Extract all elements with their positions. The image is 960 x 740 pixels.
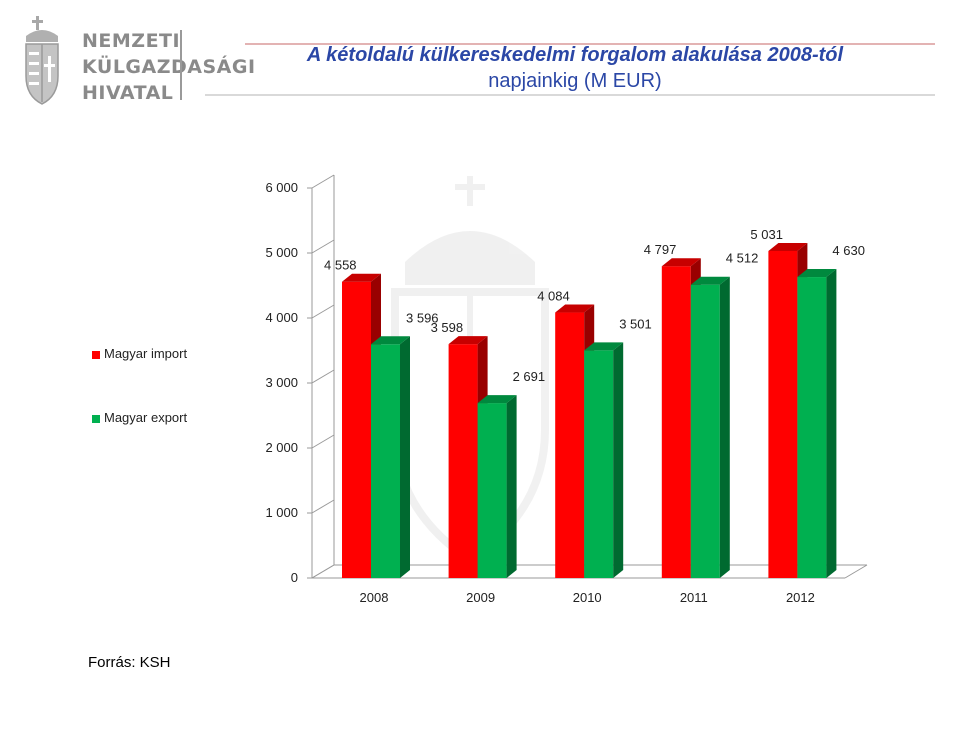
bar-export-2009: [477, 403, 507, 578]
logo-divider: [180, 30, 182, 100]
bar-top-import-2011: [661, 258, 701, 267]
legend-item-export: Magyar export: [92, 410, 187, 425]
bar-side-export-2010: [613, 342, 624, 578]
bar-export-2008: [371, 344, 400, 578]
y-tick-bevel: [311, 434, 335, 449]
title-line-1: A kétoldalú külkereskedelmi forgalom ala…: [306, 44, 844, 66]
x-tick-label-2008: 2008: [360, 590, 389, 605]
bar-import-2009: [448, 344, 478, 578]
coat-of-arms-icon: [25, 16, 59, 105]
y-tick-bevel: [311, 304, 335, 319]
bar-side-export-2011: [719, 276, 730, 578]
data-label-export-2010: 3 501: [619, 316, 652, 331]
bar-side-export-2009: [506, 395, 517, 578]
bar-top-import-2008: [342, 273, 381, 282]
x-tick-label-2009: 2009: [466, 590, 495, 605]
x-tick-label-2012: 2012: [786, 590, 815, 605]
logo-line-1: NEMZETI: [82, 30, 181, 52]
data-label-import-2010: 4 084: [537, 289, 570, 304]
legend-label-export: Magyar export: [104, 410, 188, 425]
legend-item-import: Magyar import: [92, 346, 187, 361]
y-axis-ticks: 0 1 000 2 000 3 000 4 000 5 000 6 000: [265, 174, 335, 585]
title-rule-bottom: [205, 94, 935, 96]
y-tick-label: 3 000: [265, 375, 298, 390]
x-tick-label-2011: 2011: [680, 590, 708, 605]
x-tick-label-2010: 2010: [573, 590, 602, 605]
title-line-2: napjainkig (M EUR): [488, 70, 662, 92]
data-label-export-2011: 4 512: [726, 251, 759, 266]
logo-line-2: KÜLGAZDASÁGI: [82, 56, 256, 78]
bar-series: [342, 242, 837, 579]
bar-top-export-2011: [690, 276, 730, 285]
data-label-export-2009: 2 691: [513, 369, 546, 384]
data-label-import-2012: 5 031: [750, 227, 783, 242]
bar-top-import-2009: [448, 336, 488, 345]
legend-swatch-import: [92, 350, 100, 359]
bar-top-export-2012: [797, 269, 837, 278]
y-tick-label: 0: [291, 570, 298, 585]
bar-top-export-2008: [371, 336, 410, 345]
y-tick-label: 5 000: [265, 245, 298, 260]
legend-swatch-export: [92, 414, 100, 423]
y-tick-bevel: [311, 499, 335, 514]
floor-right-edge: [844, 564, 868, 579]
bar-import-2010: [555, 312, 585, 578]
page-title: A kétoldalú külkereskedelmi forgalom ala…: [205, 42, 945, 94]
bar-export-2012: [797, 277, 827, 578]
bar-import-2008: [342, 281, 371, 578]
legend-label-import: Magyar import: [104, 346, 188, 361]
y-tick-bevel: [311, 239, 335, 254]
title-rule-top: [245, 43, 935, 45]
data-label-import-2011: 4 797: [644, 242, 677, 257]
y-tick-label: 1 000: [265, 505, 298, 520]
bar-top-export-2010: [584, 342, 624, 351]
y-tick-bevel: [311, 174, 335, 189]
source-note: Forrás: KSH: [88, 654, 171, 671]
y-tick-label: 4 000: [265, 310, 298, 325]
bar-import-2011: [661, 266, 691, 578]
bar-top-import-2012: [768, 242, 808, 251]
y-tick-bevel: [311, 369, 335, 384]
bar-export-2011: [690, 284, 720, 578]
bar-side-export-2008: [400, 336, 410, 578]
y-tick-label: 2 000: [265, 440, 298, 455]
bar-top-export-2009: [477, 395, 517, 404]
data-label-export-2012: 4 630: [832, 243, 865, 258]
x-axis-ticks: 2008 2009 2010 2011 2012: [360, 590, 815, 605]
logo-line-3: HIVATAL: [82, 82, 174, 104]
y-tick-bevel: [311, 564, 335, 579]
bar-export-2010: [584, 350, 614, 578]
bar-side-export-2012: [826, 269, 837, 578]
bar-top-import-2010: [555, 304, 595, 313]
data-label-import-2008: 4 558: [324, 258, 357, 273]
data-label-import-2009: 3 598: [431, 320, 464, 335]
nkh-logo: NEMZETI KÜLGAZDASÁGI HIVATAL: [22, 16, 255, 112]
data-label-export-2008: 3 596: [406, 310, 439, 325]
bar-import-2012: [768, 250, 798, 579]
y-tick-label: 6 000: [265, 180, 298, 195]
